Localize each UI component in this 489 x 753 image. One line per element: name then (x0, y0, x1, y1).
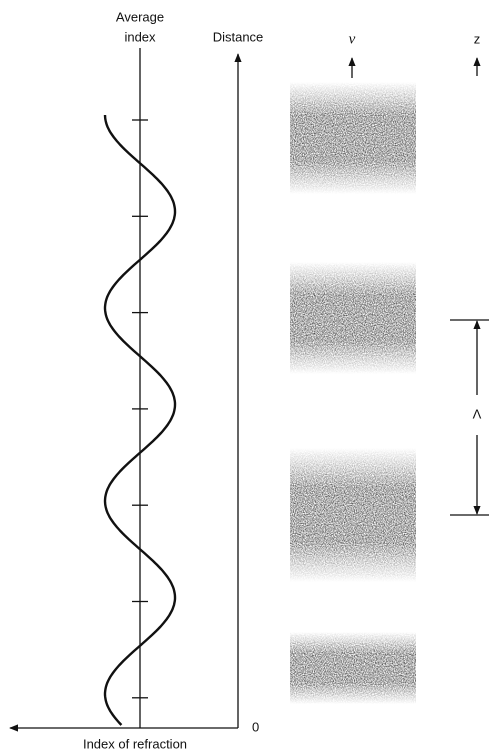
label-v: v (349, 31, 356, 47)
grating-band (290, 448, 416, 582)
label-x-axis: Index of refraction (83, 736, 187, 751)
label-distance: Distance (213, 29, 264, 44)
ticks (132, 119, 148, 699)
label-z: z (474, 31, 481, 46)
grating-band (290, 632, 416, 704)
label-index: index (124, 29, 156, 44)
grating-band (290, 82, 416, 194)
grating (290, 82, 416, 704)
label-period: Λ (473, 406, 482, 421)
label-average: Average (116, 9, 164, 24)
grating-band (290, 262, 416, 374)
index-wave (103, 114, 177, 726)
label-origin: 0 (252, 719, 259, 734)
